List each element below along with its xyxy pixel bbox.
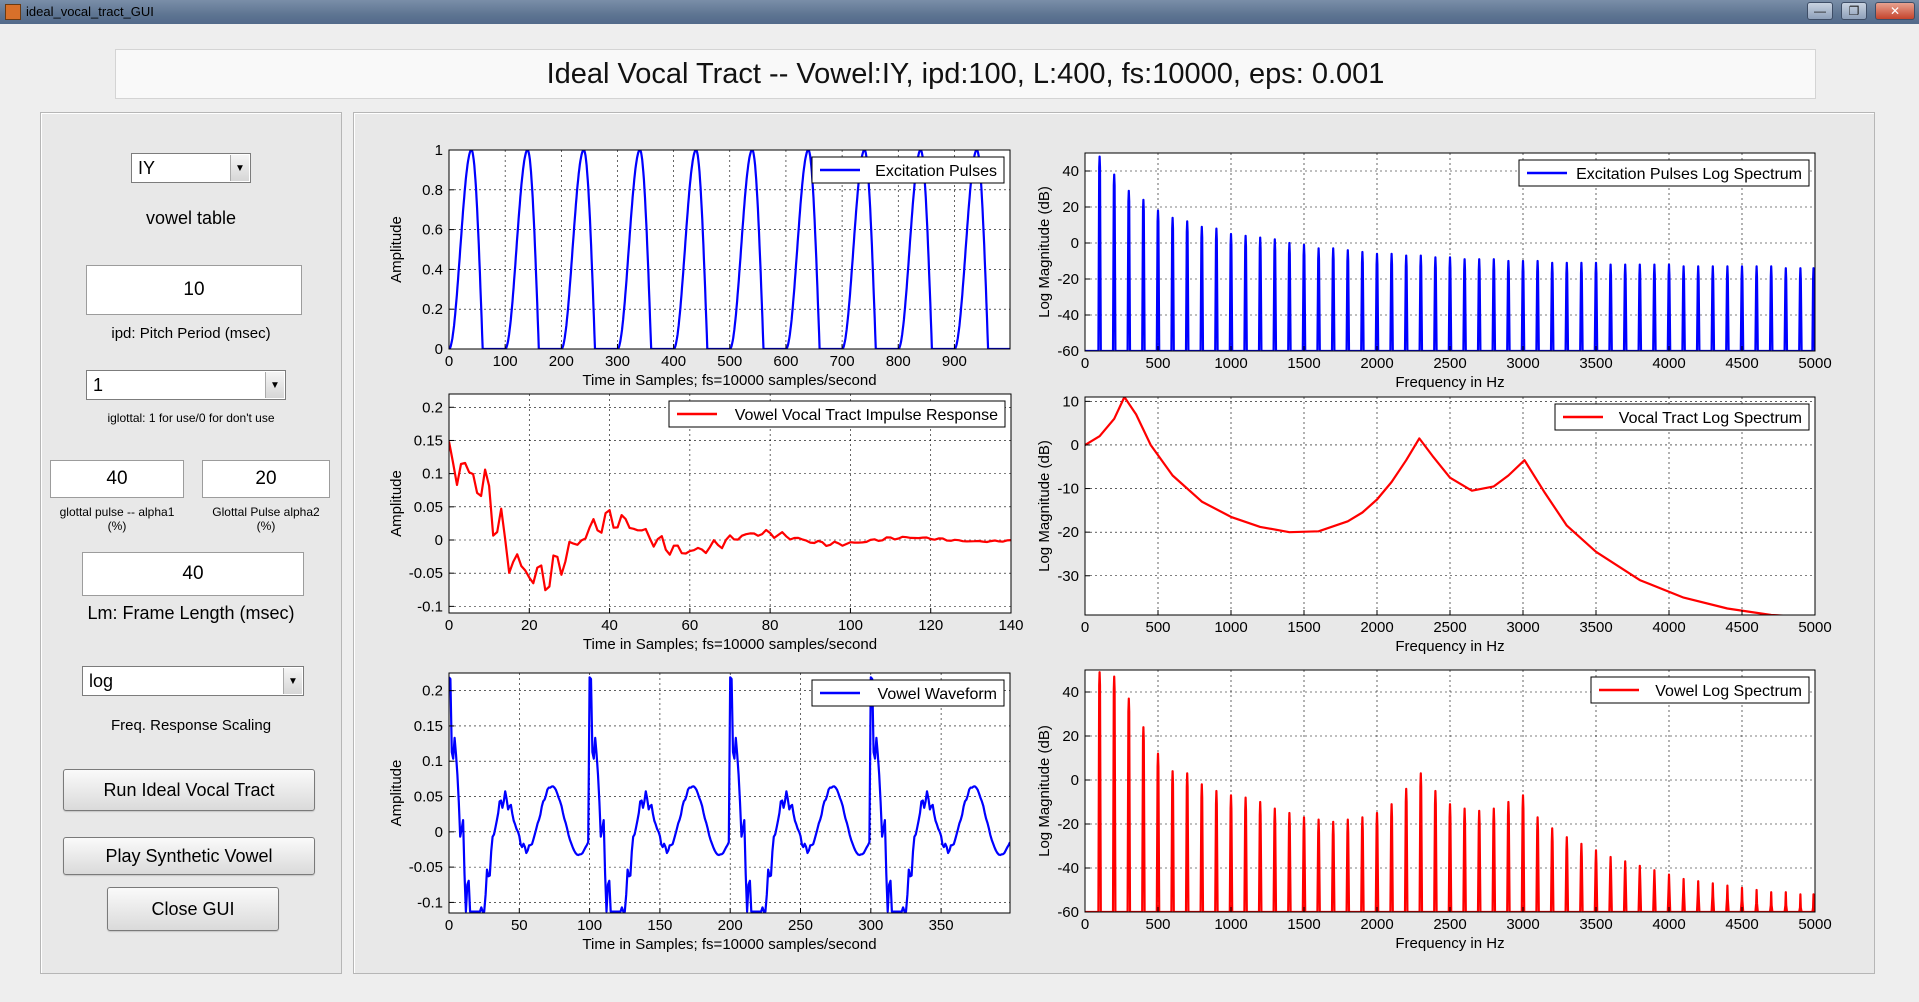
chevron-down-icon[interactable]: ▼: [283, 668, 302, 694]
alpha1-label: glottal pulse -- alpha1 (%): [50, 505, 184, 533]
iglottal-select-value: 1: [93, 375, 104, 395]
frame-length-input[interactable]: 40: [82, 552, 304, 596]
frame-length-label: Lm: Frame Length (msec): [87, 603, 295, 623]
alpha2-label-line1: Glottal Pulse alpha2: [212, 505, 320, 519]
alpha1-label-line2: (%): [107, 519, 127, 533]
scaling-select-value: log: [89, 671, 114, 691]
vowel-select[interactable]: IY ▼: [131, 153, 251, 183]
vowel-table-label: vowel table: [145, 208, 237, 228]
window-controls: — ❐ ✕: [1807, 2, 1915, 20]
close-window-button[interactable]: ✕: [1875, 2, 1915, 20]
control-panel: IY ▼ vowel table 10 ipd: Pitch Period (m…: [40, 112, 342, 974]
minimize-button[interactable]: —: [1807, 2, 1833, 20]
window-title: ideal_vocal_tract_GUI: [26, 4, 154, 19]
plot-panel: [353, 112, 1875, 974]
pitch-period-input[interactable]: 10: [86, 265, 302, 315]
plot-title-box: Ideal Vocal Tract -- Vowel:IY, ipd:100, …: [115, 49, 1816, 99]
scaling-label: Freq. Response Scaling: [110, 717, 272, 734]
alpha1-input[interactable]: 40: [50, 460, 184, 498]
window-titlebar: ideal_vocal_tract_GUI — ❐ ✕: [0, 0, 1919, 24]
alpha2-input[interactable]: 20: [202, 460, 330, 498]
chevron-down-icon[interactable]: ▼: [230, 155, 249, 181]
scaling-select[interactable]: log ▼: [82, 666, 304, 696]
maximize-button[interactable]: ❐: [1841, 2, 1867, 20]
chevron-down-icon[interactable]: ▼: [265, 372, 284, 398]
alpha2-label-line2: (%): [256, 519, 276, 533]
close-gui-button[interactable]: Close GUI: [107, 887, 279, 931]
plot-title: Ideal Vocal Tract -- Vowel:IY, ipd:100, …: [546, 58, 1385, 90]
play-synthetic-vowel-button[interactable]: Play Synthetic Vowel: [63, 837, 315, 875]
run-ideal-vocal-tract-button[interactable]: Run Ideal Vocal Tract: [63, 769, 315, 811]
vowel-select-value: IY: [138, 158, 156, 178]
pitch-period-label: ipd: Pitch Period (msec): [111, 325, 271, 342]
matlab-app-icon: [5, 4, 21, 20]
iglottal-select[interactable]: 1 ▼: [86, 370, 286, 400]
iglottal-label: iglottal: 1 for use/0 for don't use: [107, 411, 275, 425]
alpha2-label: Glottal Pulse alpha2 (%): [202, 505, 330, 533]
alpha1-label-line1: glottal pulse -- alpha1: [59, 505, 175, 519]
